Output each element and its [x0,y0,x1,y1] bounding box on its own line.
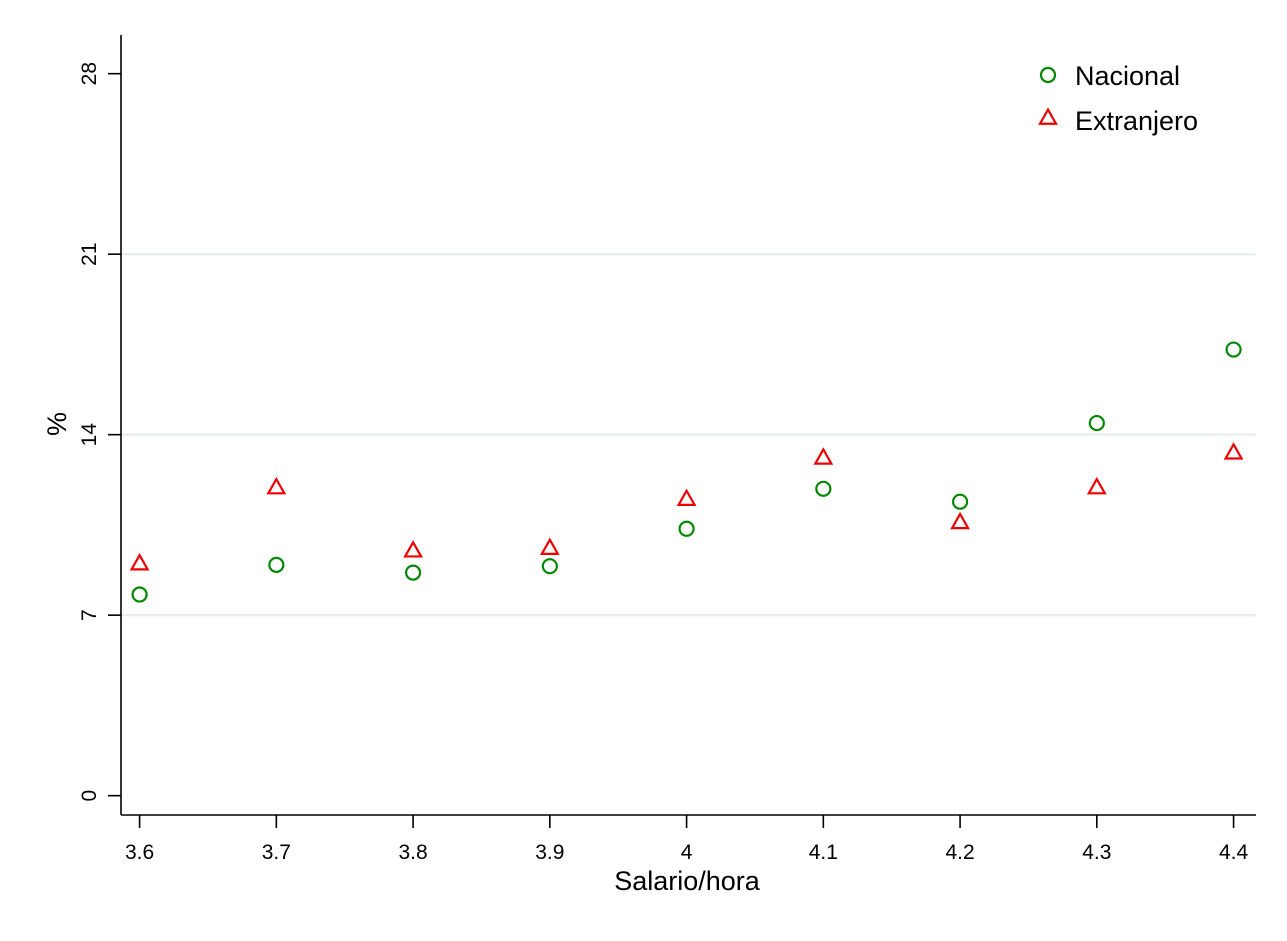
x-tick-label: 4.2 [945,841,974,864]
data-marks [129,341,1244,603]
point-triangle [129,552,150,571]
x-tick-label: 3.9 [535,841,564,864]
y-tick-label: 28 [78,62,101,85]
legend-item: Nacional [1039,61,1180,91]
x-tick-label: 3.6 [125,841,154,864]
point-circle [404,564,422,581]
point-triangle [676,488,697,506]
x-tick-label: 4.1 [809,841,838,864]
point-triangle [1086,476,1107,495]
axes [120,35,1256,816]
y-tick-label: 7 [78,609,101,621]
y-tick-label: 21 [78,242,101,265]
x-tick-label: 4.4 [1219,841,1249,864]
point-triangle [813,447,834,465]
series-extranjero [129,442,1244,571]
point-circle [268,556,285,573]
point-circle [1225,341,1242,358]
legend-label: Extranjero [1075,106,1198,136]
y-tick-label: 0 [78,790,101,802]
x-tick-label: 4.3 [1082,841,1111,864]
x-tick-label: 3.8 [398,841,427,864]
point-triangle [403,540,423,558]
point-triangle [266,476,287,495]
grid-lines [122,252,1256,617]
x-ticks: 3.6 3.7 3.8 3.9 4 4.1 4.2 4.3 4.4 [125,815,1248,864]
legend-label: Nacional [1075,61,1180,91]
series-nacional [131,341,1242,603]
legend-triangle-icon [1038,107,1058,125]
x-tick-label: 4 [681,841,693,864]
y-ticks: 0 7 14 21 28 [78,62,121,802]
legend: Nacional Extranjero [1038,61,1198,136]
point-triangle [539,537,560,555]
point-circle [1088,414,1105,432]
point-circle [815,480,832,497]
point-circle [131,586,148,603]
y-axis-title: % [42,412,72,436]
point-circle [678,520,695,537]
y-tick-label: 14 [78,423,101,447]
x-tick-label: 3.7 [262,841,291,864]
legend-item: Extranjero [1038,106,1198,136]
legend-circle-icon [1039,66,1057,84]
point-circle [541,558,558,575]
point-triangle [950,511,970,530]
point-triangle [1223,442,1244,460]
x-axis-title: Salario/hora [614,866,761,896]
point-circle [951,493,969,510]
